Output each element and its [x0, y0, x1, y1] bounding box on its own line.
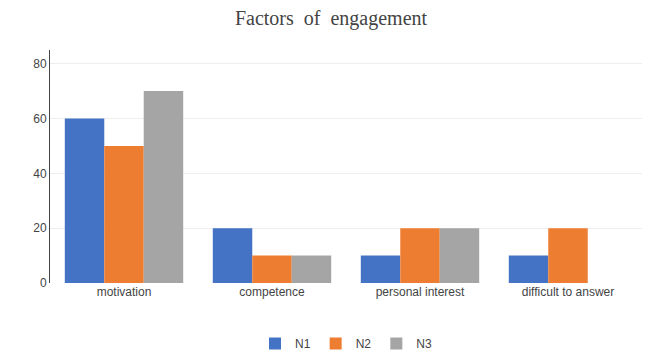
svg-text:60: 60 [33, 112, 47, 126]
svg-text:80: 80 [33, 57, 47, 71]
svg-text:competence: competence [239, 285, 305, 299]
svg-text:difficult to answer: difficult to answer [522, 285, 615, 299]
svg-text:N1: N1 [295, 337, 311, 351]
svg-text:20: 20 [33, 221, 47, 235]
svg-text:N2: N2 [356, 337, 372, 351]
svg-text:personal interest: personal interest [376, 285, 465, 299]
svg-text:40: 40 [33, 167, 47, 181]
svg-text:N3: N3 [416, 337, 432, 351]
svg-text:motivation: motivation [97, 285, 152, 299]
svg-text:0: 0 [40, 276, 47, 290]
svg-text:Factors of engagement: Factors of engagement [235, 7, 428, 30]
